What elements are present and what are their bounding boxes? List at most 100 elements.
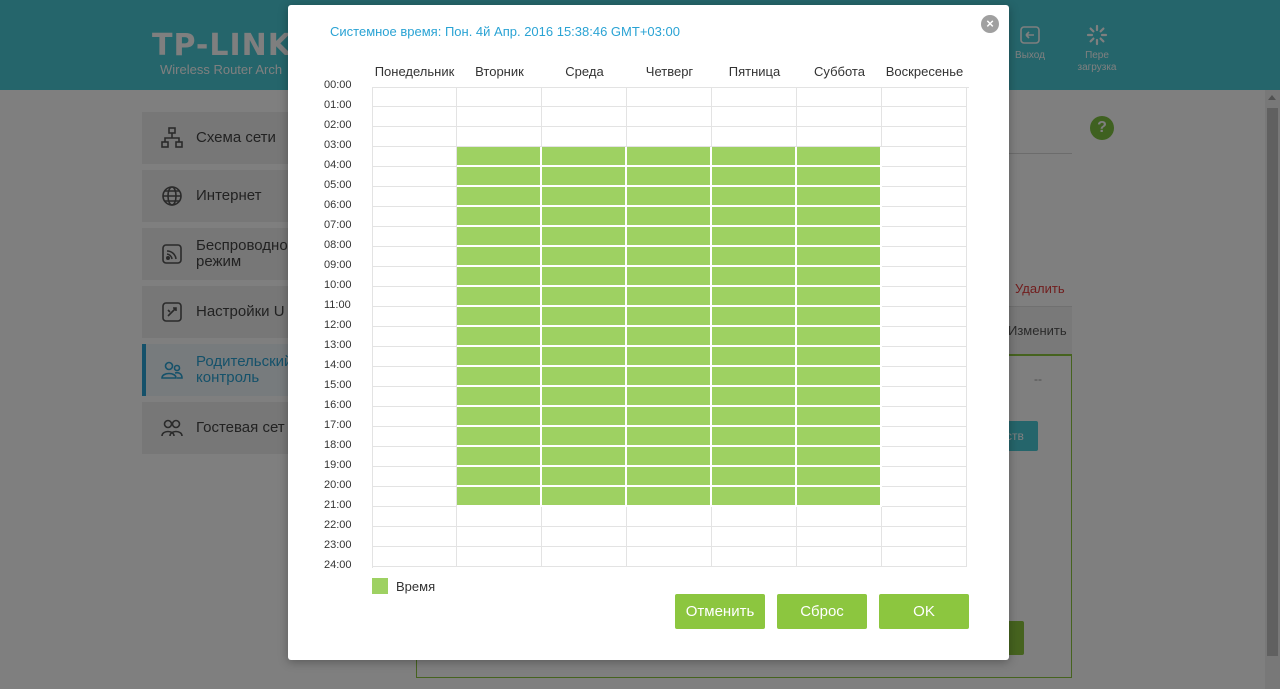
schedule-cell-selected[interactable]	[627, 447, 712, 467]
schedule-cell[interactable]	[712, 127, 797, 147]
schedule-cell-selected[interactable]	[712, 387, 797, 407]
schedule-cell[interactable]	[882, 427, 967, 447]
schedule-cell-selected[interactable]	[457, 367, 542, 387]
schedule-cell-selected[interactable]	[797, 187, 882, 207]
schedule-cell[interactable]	[882, 447, 967, 467]
schedule-cell-selected[interactable]	[712, 267, 797, 287]
schedule-cell[interactable]	[882, 547, 967, 567]
schedule-cell[interactable]	[457, 107, 542, 127]
schedule-cell[interactable]	[627, 127, 712, 147]
schedule-cell[interactable]	[712, 547, 797, 567]
schedule-cell-selected[interactable]	[457, 467, 542, 487]
schedule-cell[interactable]	[882, 527, 967, 547]
schedule-cell-selected[interactable]	[542, 307, 627, 327]
schedule-cell[interactable]	[882, 107, 967, 127]
schedule-cell-selected[interactable]	[457, 187, 542, 207]
schedule-cell-selected[interactable]	[627, 147, 712, 167]
schedule-cell[interactable]	[882, 407, 967, 427]
schedule-cell[interactable]	[457, 507, 542, 527]
schedule-cell-selected[interactable]	[797, 267, 882, 287]
schedule-cell-selected[interactable]	[542, 487, 627, 507]
schedule-cell[interactable]	[797, 507, 882, 527]
schedule-cell[interactable]	[627, 87, 712, 107]
schedule-cell[interactable]	[882, 387, 967, 407]
schedule-cell-selected[interactable]	[542, 247, 627, 267]
schedule-cell[interactable]	[372, 147, 457, 167]
schedule-cell-selected[interactable]	[457, 487, 542, 507]
schedule-cell-selected[interactable]	[627, 427, 712, 447]
schedule-cell-selected[interactable]	[457, 307, 542, 327]
schedule-cell-selected[interactable]	[712, 287, 797, 307]
schedule-cell[interactable]	[372, 407, 457, 427]
schedule-cell[interactable]	[882, 207, 967, 227]
schedule-cell[interactable]	[882, 487, 967, 507]
schedule-cell-selected[interactable]	[712, 207, 797, 227]
schedule-cell-selected[interactable]	[542, 147, 627, 167]
schedule-cell[interactable]	[797, 547, 882, 567]
schedule-cell-selected[interactable]	[712, 367, 797, 387]
schedule-cell-selected[interactable]	[542, 347, 627, 367]
schedule-cell-selected[interactable]	[627, 407, 712, 427]
schedule-cell[interactable]	[372, 427, 457, 447]
schedule-cell[interactable]	[542, 507, 627, 527]
schedule-cell-selected[interactable]	[627, 167, 712, 187]
schedule-cell-selected[interactable]	[797, 167, 882, 187]
schedule-cell[interactable]	[372, 547, 457, 567]
schedule-cell-selected[interactable]	[457, 147, 542, 167]
schedule-cell[interactable]	[542, 527, 627, 547]
schedule-cell-selected[interactable]	[542, 447, 627, 467]
schedule-cell-selected[interactable]	[457, 387, 542, 407]
schedule-cell[interactable]	[372, 307, 457, 327]
schedule-cell[interactable]	[882, 507, 967, 527]
schedule-cell[interactable]	[712, 107, 797, 127]
schedule-cell-selected[interactable]	[712, 327, 797, 347]
schedule-cell-selected[interactable]	[712, 467, 797, 487]
schedule-cell[interactable]	[457, 87, 542, 107]
schedule-cell-selected[interactable]	[712, 447, 797, 467]
schedule-cell[interactable]	[627, 527, 712, 547]
schedule-cell[interactable]	[712, 507, 797, 527]
schedule-cell-selected[interactable]	[542, 367, 627, 387]
schedule-cell-selected[interactable]	[627, 487, 712, 507]
schedule-cell-selected[interactable]	[797, 207, 882, 227]
schedule-cell-selected[interactable]	[712, 247, 797, 267]
schedule-cell-selected[interactable]	[797, 427, 882, 447]
schedule-cell[interactable]	[627, 107, 712, 127]
schedule-cell-selected[interactable]	[542, 427, 627, 447]
schedule-cell[interactable]	[372, 167, 457, 187]
schedule-cell[interactable]	[372, 467, 457, 487]
schedule-cell-selected[interactable]	[712, 187, 797, 207]
schedule-cell[interactable]	[627, 507, 712, 527]
schedule-cell[interactable]	[542, 547, 627, 567]
schedule-cell[interactable]	[542, 107, 627, 127]
schedule-cell-selected[interactable]	[797, 367, 882, 387]
schedule-cell[interactable]	[372, 187, 457, 207]
schedule-cell[interactable]	[372, 387, 457, 407]
schedule-cell[interactable]	[372, 347, 457, 367]
schedule-cell-selected[interactable]	[797, 387, 882, 407]
schedule-cell[interactable]	[797, 527, 882, 547]
schedule-cell-selected[interactable]	[627, 187, 712, 207]
schedule-cell-selected[interactable]	[797, 447, 882, 467]
schedule-cell[interactable]	[797, 127, 882, 147]
schedule-cell-selected[interactable]	[457, 287, 542, 307]
schedule-cell[interactable]	[457, 547, 542, 567]
schedule-cell-selected[interactable]	[712, 347, 797, 367]
schedule-cell-selected[interactable]	[797, 467, 882, 487]
schedule-cell[interactable]	[882, 127, 967, 147]
schedule-cell-selected[interactable]	[712, 407, 797, 427]
schedule-cell[interactable]	[372, 267, 457, 287]
schedule-cell-selected[interactable]	[457, 347, 542, 367]
schedule-cell[interactable]	[372, 327, 457, 347]
schedule-cell[interactable]	[882, 467, 967, 487]
schedule-cell[interactable]	[882, 287, 967, 307]
schedule-cell[interactable]	[882, 167, 967, 187]
schedule-cell-selected[interactable]	[627, 347, 712, 367]
schedule-cell-selected[interactable]	[457, 267, 542, 287]
schedule-cell-selected[interactable]	[797, 407, 882, 427]
schedule-cell-selected[interactable]	[712, 487, 797, 507]
schedule-cell-selected[interactable]	[797, 247, 882, 267]
schedule-cell[interactable]	[372, 367, 457, 387]
schedule-cell-selected[interactable]	[542, 187, 627, 207]
schedule-cell-selected[interactable]	[627, 287, 712, 307]
